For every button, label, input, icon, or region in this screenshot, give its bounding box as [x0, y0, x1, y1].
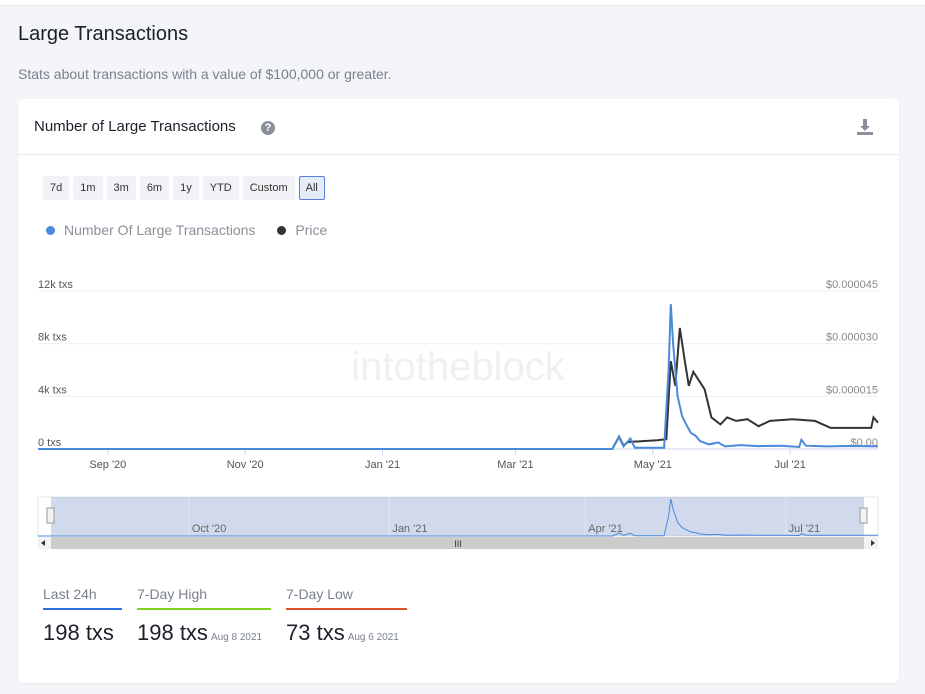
navigator-series-line: [38, 498, 879, 537]
navigator-handle[interactable]: [46, 507, 55, 524]
navigator-tick-label: Oct '20: [192, 523, 227, 535]
large-transactions-card: Number of Large Transactions ? 7d 1m 3m 6m 1…: [18, 99, 899, 683]
right-axis-tick-label: $0.000015: [826, 384, 878, 396]
legend-dot-icon: [277, 225, 287, 235]
stat-value: 198 txs: [43, 620, 114, 645]
legend-item-transactions[interactable]: Number Of Large Transactions: [46, 222, 255, 238]
page-subtitle: Stats about transactions with a value of…: [18, 66, 392, 82]
scroll-left-arrow-icon[interactable]: [41, 540, 45, 546]
page-title: Large Transactions: [18, 23, 189, 45]
range-button-6m[interactable]: 6m: [139, 176, 170, 200]
left-axis-tick-label: 8k txs: [38, 332, 67, 344]
stat-label: 7-Day High: [137, 586, 271, 610]
divider: [18, 154, 899, 155]
stat-7day-high: 7-Day High 198 txs Aug 8 2021: [137, 586, 271, 646]
range-button-custom[interactable]: Custom: [242, 176, 295, 200]
range-button-1m[interactable]: 1m: [73, 176, 103, 200]
navigator-tick-label: Apr '21: [588, 523, 623, 535]
left-axis-tick-label: 4k txs: [38, 384, 67, 396]
scrollbar-grip-icon: III: [454, 539, 462, 549]
stat-value: 198 txs: [137, 620, 208, 645]
stat-date: Aug 8 2021: [210, 632, 263, 643]
x-axis-tick-label: May '21: [634, 459, 672, 471]
stat-date: Aug 6 2021: [347, 632, 399, 643]
navigator-selected-range: [51, 497, 864, 536]
scroll-right-arrow-icon[interactable]: [871, 540, 875, 546]
legend-item-price[interactable]: Price: [277, 222, 327, 238]
range-button-7d[interactable]: 7d: [43, 176, 70, 200]
transactions-series-line: [38, 304, 879, 450]
left-axis-tick-label: 12k txs: [38, 279, 73, 291]
top-bar: [0, 0, 925, 6]
left-axis-tick-label: 0 txs: [38, 437, 62, 449]
right-axis-tick-label: $0.000030: [826, 332, 878, 344]
download-icon[interactable]: [856, 118, 874, 136]
stat-last-24h: Last 24h 198 txs: [43, 586, 122, 646]
card-title: Number of Large Transactions: [34, 118, 236, 135]
navigator-tick-label: Jan '21: [392, 523, 427, 535]
price-series-line: [38, 327, 879, 450]
navigator-handle[interactable]: [859, 507, 868, 524]
x-axis-tick-label: Jul '21: [774, 459, 805, 471]
right-axis-tick-label: $0.000045: [826, 279, 878, 291]
range-button-1y[interactable]: 1y: [173, 176, 199, 200]
watermark: intotheblock: [351, 345, 565, 389]
x-axis-tick-label: Sep '20: [89, 459, 126, 471]
navigator-tick-label: Jul '21: [789, 523, 820, 535]
range-button-ytd[interactable]: YTD: [202, 176, 239, 200]
x-axis-tick-label: Mar '21: [497, 459, 533, 471]
x-axis-tick-label: Jan '21: [365, 459, 400, 471]
x-axis-tick-label: Nov '20: [227, 459, 264, 471]
navigator: [37, 496, 879, 537]
stat-7day-low: 7-Day Low 73 txs Aug 6 2021: [286, 586, 407, 646]
stat-value: 73 txs: [286, 620, 345, 645]
stat-label: 7-Day Low: [286, 586, 407, 610]
help-icon[interactable]: ?: [261, 121, 275, 135]
range-selector: 7d 1m 3m 6m 1y YTD Custom All: [43, 176, 325, 200]
range-button-all[interactable]: All: [298, 176, 325, 200]
scrollbar-thumb[interactable]: [51, 537, 864, 549]
range-button-3m[interactable]: 3m: [106, 176, 136, 200]
stat-label: Last 24h: [43, 586, 122, 610]
legend-dot-icon: [46, 225, 55, 235]
chart-legend: Number Of Large Transactions Price: [46, 222, 327, 238]
